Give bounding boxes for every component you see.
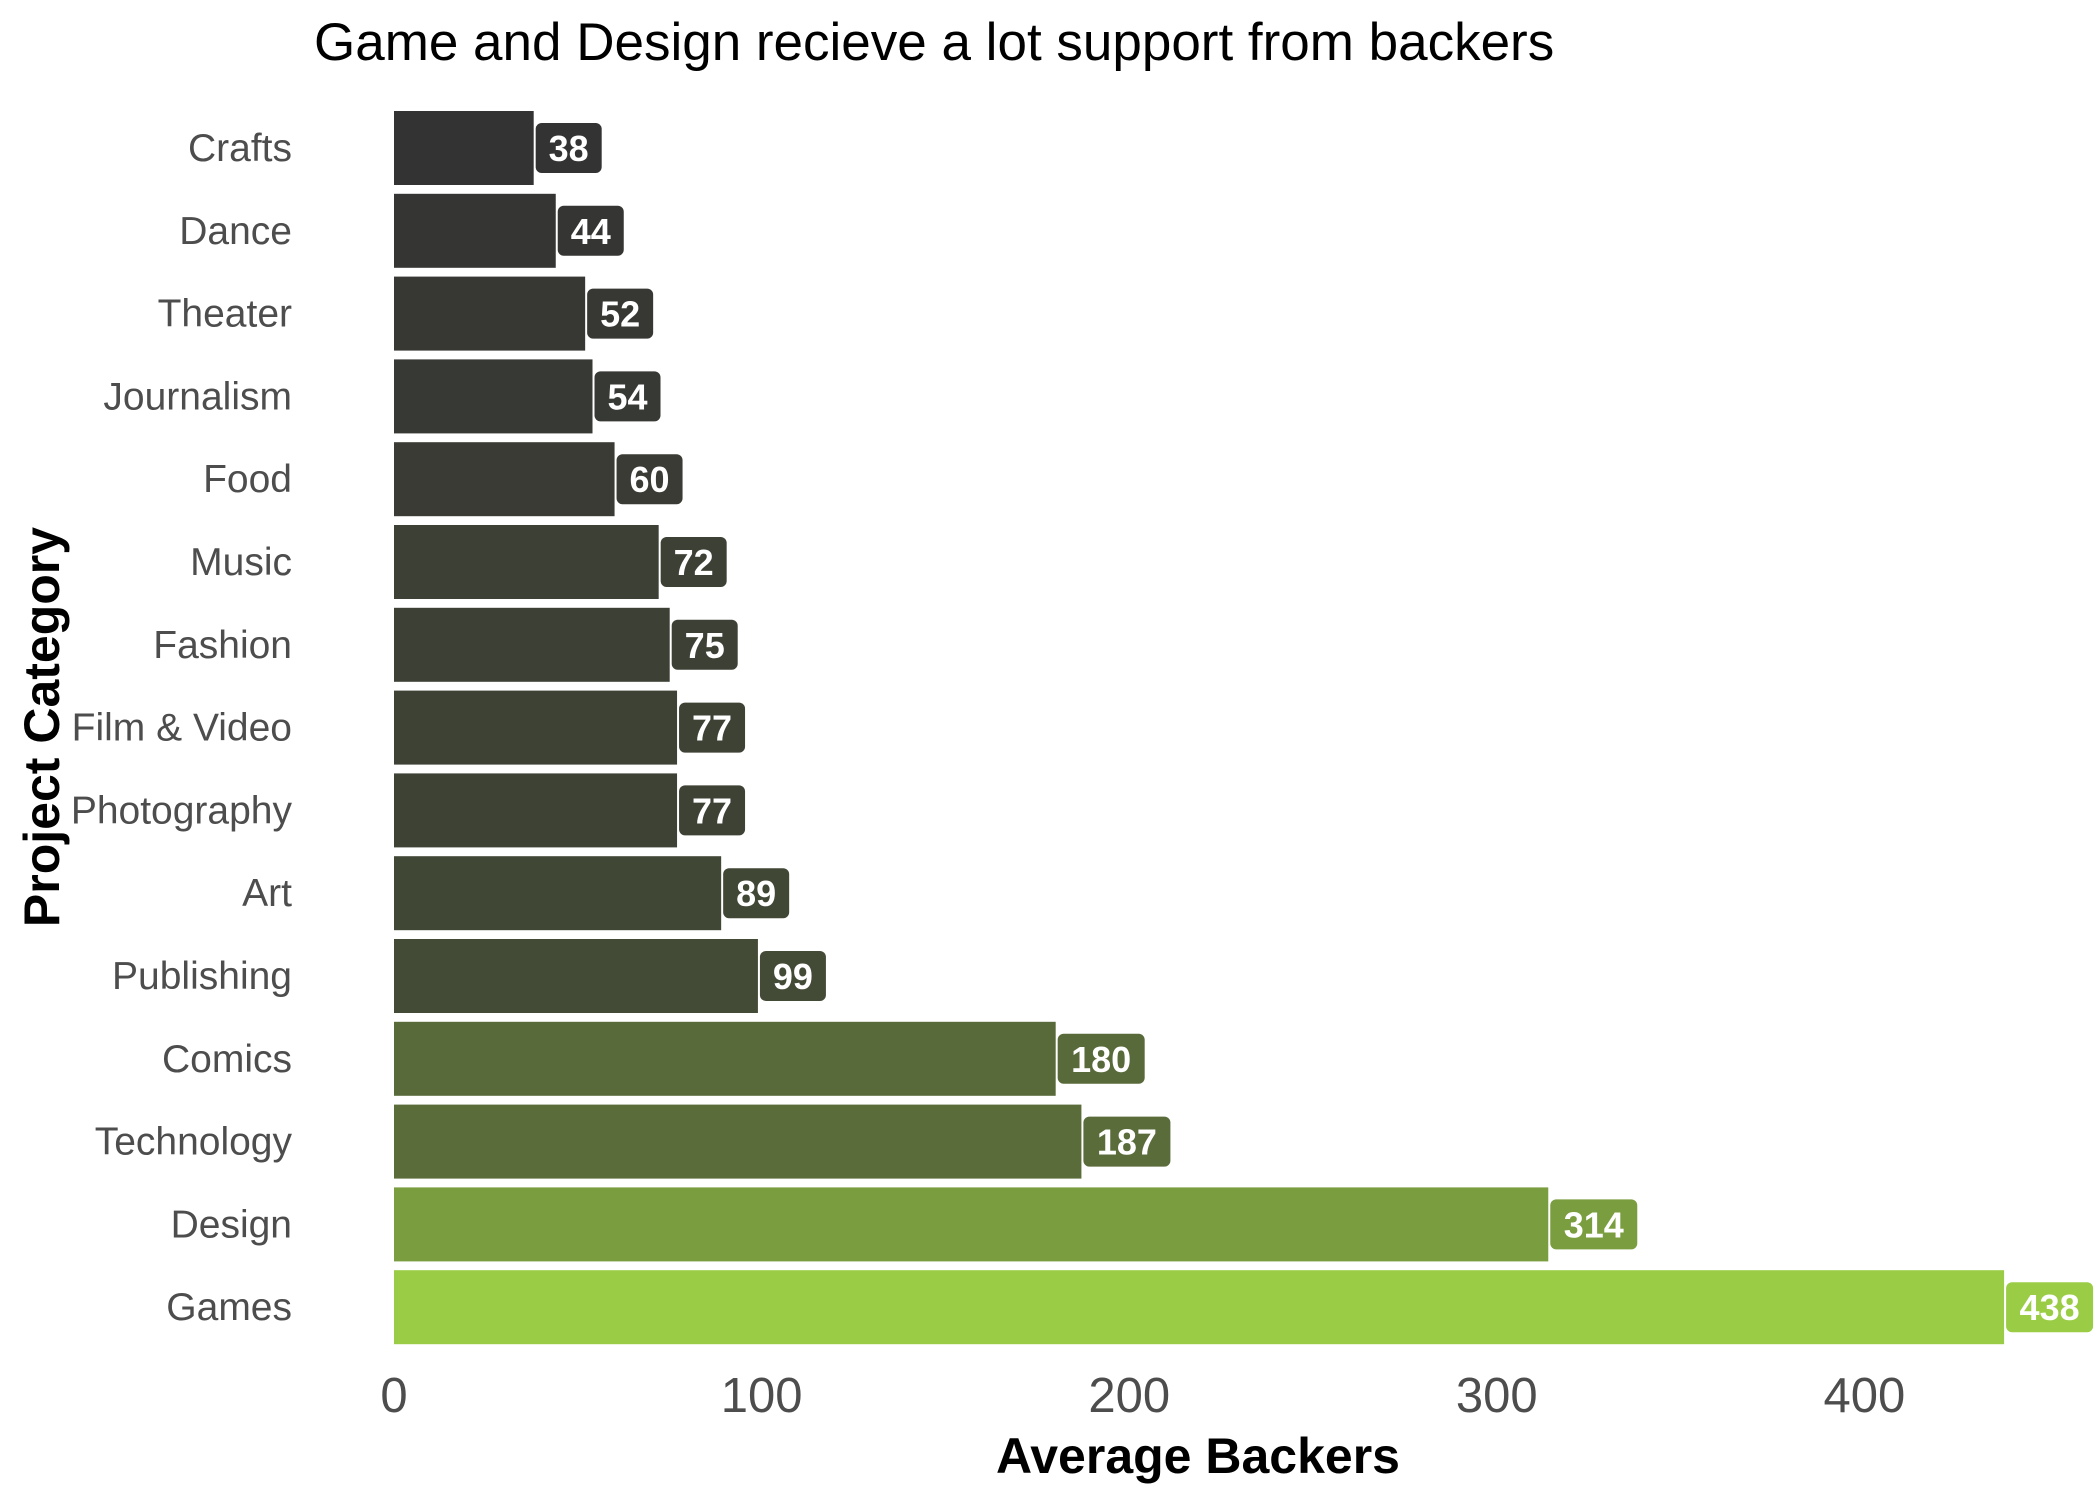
bar-film-video <box>394 690 678 765</box>
bar-fashion <box>394 607 670 682</box>
bar-music <box>394 525 659 599</box>
data-label-food: 60 <box>630 459 670 500</box>
data-label-box-technology <box>1083 1116 1171 1167</box>
bars-layer <box>394 111 2005 1345</box>
bar-design <box>394 1187 1549 1262</box>
bar-games <box>394 1270 2005 1345</box>
data-label-dance: 44 <box>571 211 611 252</box>
bar-dance <box>394 193 556 268</box>
bar-comics <box>394 1021 1056 1096</box>
data-label-journalism: 54 <box>607 376 647 417</box>
x-tick-label-300: 300 <box>1456 1369 1538 1423</box>
data-label-box-photography <box>679 785 746 836</box>
category-label-comics: Comics <box>162 1038 292 1081</box>
x-tick-label-0: 0 <box>380 1369 407 1423</box>
category-label-journalism: Journalism <box>103 375 292 418</box>
category-label-technology: Technology <box>95 1121 293 1164</box>
data-label-photography: 77 <box>692 790 732 831</box>
data-label-fashion: 75 <box>685 625 725 666</box>
x-axis-ticks: 0 100 200 300 400 <box>380 1369 1905 1423</box>
data-label-box-dance <box>557 205 624 256</box>
bar-photography <box>394 773 678 848</box>
data-label-music: 72 <box>674 542 714 583</box>
data-label-box-film-video <box>679 702 746 753</box>
data-label-games: 438 <box>2020 1287 2080 1328</box>
data-label-box-food <box>616 454 683 505</box>
data-label-theater: 52 <box>600 294 640 335</box>
data-label-box-art <box>723 868 790 919</box>
data-label-box-journalism <box>594 371 661 422</box>
category-label-crafts: Crafts <box>188 127 292 170</box>
bar-theater <box>394 276 586 351</box>
data-label-box-design <box>1550 1199 1638 1250</box>
data-label-box-comics <box>1057 1033 1145 1084</box>
data-label-box-games <box>2006 1282 2094 1333</box>
data-label-technology: 187 <box>1097 1122 1157 1163</box>
data-label-crafts: 38 <box>549 128 589 169</box>
category-label-publishing: Publishing <box>112 955 292 998</box>
data-label-art: 89 <box>736 873 776 914</box>
data-label-comics: 180 <box>1071 1039 1131 1080</box>
category-label-art: Art <box>242 872 292 915</box>
category-label-film-video: Film & Video <box>72 707 292 750</box>
data-label-design: 314 <box>1564 1204 1624 1245</box>
data-label-box-fashion <box>671 619 738 670</box>
bar-food <box>394 442 615 517</box>
category-label-fashion: Fashion <box>153 624 292 667</box>
chart-title: Game and Design recieve a lot support fr… <box>314 13 1554 72</box>
bar-crafts <box>394 111 534 185</box>
x-tick-label-200: 200 <box>1088 1369 1170 1423</box>
data-label-film-video: 77 <box>692 708 732 749</box>
category-label-theater: Theater <box>158 293 292 336</box>
bar-technology <box>394 1104 1082 1179</box>
data-label-box-publishing <box>759 951 826 1001</box>
category-label-games: Games <box>166 1286 292 1329</box>
category-label-food: Food <box>203 458 292 501</box>
bar-art <box>394 856 722 931</box>
data-label-box-crafts <box>535 123 602 173</box>
x-axis-title: Average Backers <box>996 1428 1400 1484</box>
data-label-box-theater <box>587 288 654 339</box>
y-axis-title: Project Category <box>14 527 70 927</box>
data-label-box-music <box>660 537 727 587</box>
category-label-design: Design <box>171 1203 292 1246</box>
data-label-publishing: 99 <box>773 956 813 997</box>
category-labels: Crafts Dance Theater Journalism Food Music Fas… <box>71 127 293 1329</box>
category-label-dance: Dance <box>179 210 292 253</box>
bar-publishing <box>394 939 758 1013</box>
x-tick-label-400: 400 <box>1824 1369 1906 1423</box>
data-labels: 38 44 52 54 60 72 75 77 77 89 99 180 187 314 438 <box>535 123 2094 1333</box>
x-tick-label-100: 100 <box>721 1369 803 1423</box>
category-label-photography: Photography <box>71 789 293 832</box>
category-label-music: Music <box>190 541 292 584</box>
bar-journalism <box>394 359 593 434</box>
